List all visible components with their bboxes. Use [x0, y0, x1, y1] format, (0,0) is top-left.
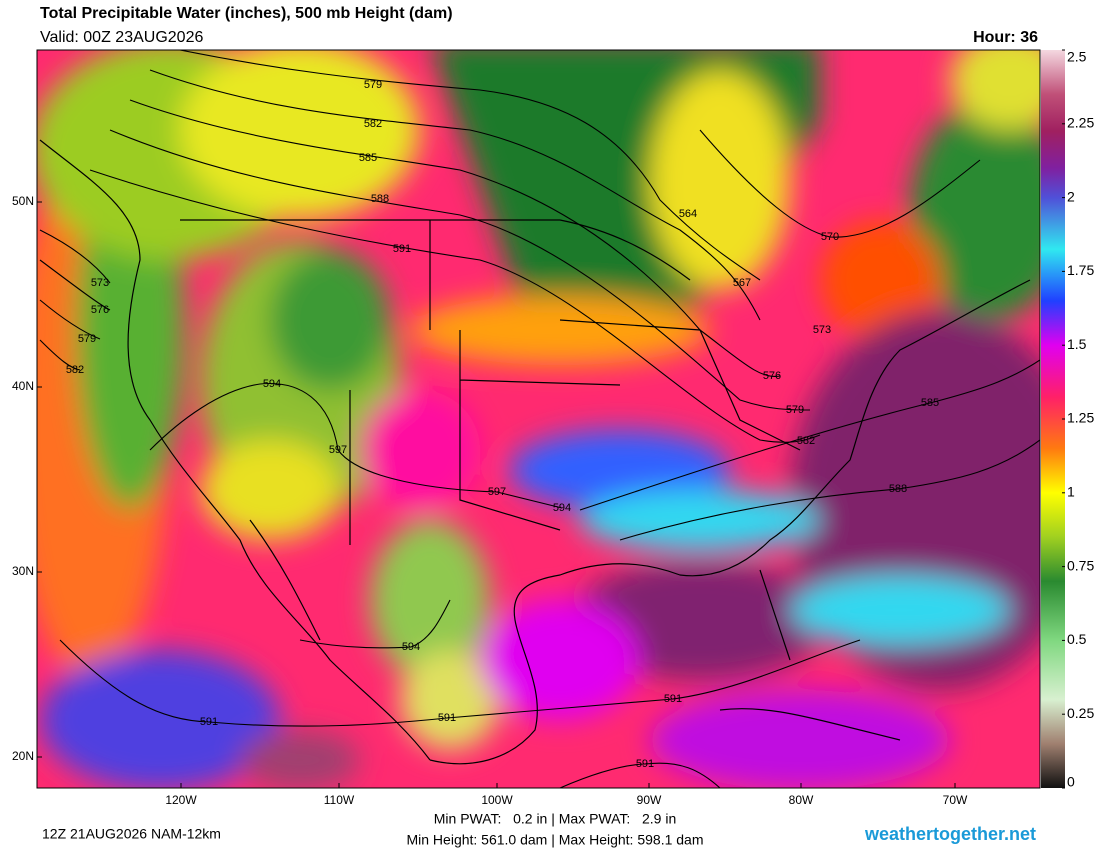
contour-label: 570 — [821, 231, 839, 243]
contour-label: 579 — [786, 404, 804, 416]
colorbar-label: 2.25 — [1067, 115, 1094, 131]
valid-time: Valid: 00Z 23AUG2026 — [40, 29, 203, 46]
contour-label: 567 — [733, 277, 751, 289]
colorbar — [1041, 50, 1065, 788]
title: Total Precipitable Water (inches), 500 m… — [40, 5, 453, 22]
contour-label: 591 — [438, 712, 456, 724]
contour-label: 591 — [664, 693, 682, 705]
contour-label: 588 — [371, 193, 389, 205]
contour-label: 594 — [553, 502, 571, 514]
contour-label: 573 — [91, 277, 109, 289]
colorbar-label: 1 — [1067, 484, 1075, 500]
contour-label: 573 — [813, 324, 831, 336]
lon-label: 70W — [943, 793, 968, 807]
colorbar-label: 0.75 — [1067, 557, 1094, 573]
model-run: 12Z 21AUG2026 NAM-12km — [42, 826, 221, 842]
coastlines — [39, 139, 1031, 765]
height-range: Min Height: 561.0 dam | Max Height: 598.… — [406, 832, 703, 848]
lon-label: 90W — [637, 793, 662, 807]
colorbar-label: 2.5 — [1067, 49, 1087, 65]
contour-label: 585 — [921, 397, 939, 409]
contour-label: 597 — [329, 444, 347, 456]
lon-label: 80W — [789, 793, 814, 807]
contour-label: 579 — [364, 79, 382, 91]
contour-label: 579 — [78, 333, 96, 345]
colorbar-label: 0 — [1067, 774, 1075, 790]
contour-label: 582 — [797, 435, 815, 447]
contour-label: 564 — [679, 208, 697, 220]
lon-label: 100W — [481, 793, 513, 807]
colorbar-label: 0.25 — [1067, 705, 1094, 721]
contour-label: 588 — [889, 483, 907, 495]
contour-label: 594 — [263, 378, 281, 390]
lat-label: 30N — [12, 564, 34, 578]
colorbar-label: 0.5 — [1067, 631, 1087, 647]
contour-label: 594 — [402, 641, 420, 653]
lon-label: 120W — [165, 793, 197, 807]
contour-label: 576 — [91, 304, 109, 316]
contour-label: 591 — [636, 758, 654, 770]
forecast-hour: Hour: 36 — [973, 29, 1038, 46]
lat-label: 40N — [12, 379, 34, 393]
colorbar-label: 2 — [1067, 188, 1075, 204]
site-link[interactable]: weathertogether.net — [864, 824, 1036, 844]
contour-label: 582 — [66, 364, 84, 376]
map-frame — [36, 49, 1041, 789]
contour-label: 585 — [359, 152, 377, 164]
lon-label: 110W — [324, 793, 355, 807]
lat-label: 50N — [12, 194, 34, 208]
pwat-field — [37, 50, 1040, 788]
colorbar-label: 1.75 — [1067, 262, 1094, 278]
contour-label: 591 — [200, 716, 218, 728]
contour-label: 582 — [364, 118, 382, 130]
colorbar-label: 1.5 — [1067, 336, 1087, 352]
contour-label: 576 — [763, 370, 781, 382]
colorbar-label: 1.25 — [1067, 410, 1094, 426]
height-contours — [39, 50, 1040, 788]
pwat-range: Min PWAT: 0.2 in | Max PWAT: 2.9 in — [434, 811, 676, 827]
contour-label: 591 — [393, 243, 411, 255]
lat-label: 20N — [12, 749, 34, 763]
contour-label: 597 — [488, 486, 506, 498]
